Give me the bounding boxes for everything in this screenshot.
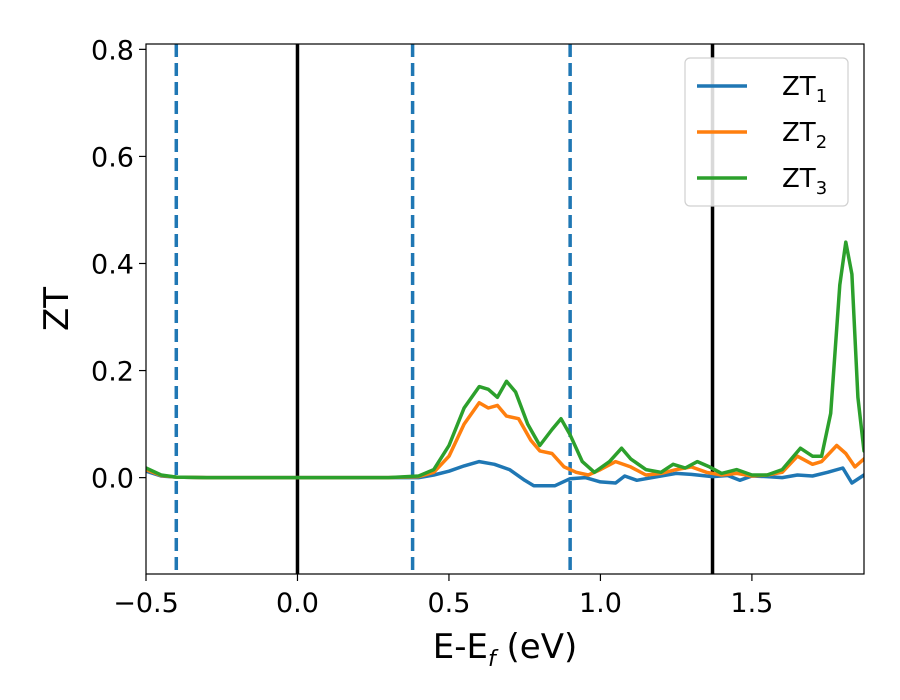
series-line-zt2 <box>146 400 864 480</box>
legend-box <box>684 57 849 207</box>
x-axis-title: E-Ef (eV) <box>433 627 578 672</box>
legend-label-main: ZT <box>782 118 816 148</box>
reference-lines <box>174 44 715 574</box>
x-axis-title-unit: (eV) <box>496 627 578 667</box>
legend-label-zt3: ZT3 <box>782 164 827 199</box>
x-axis-title-main: E-E <box>433 627 488 667</box>
y-tick-label: 0.4 <box>91 249 134 280</box>
series-line-zt3 <box>146 240 864 480</box>
y-tick-label: 0.2 <box>91 357 134 388</box>
x-axis: −0.5 0.0 0.5 1.0 1.5 <box>113 574 773 619</box>
legend-label-sub: 3 <box>816 178 827 199</box>
legend-label-sub: 2 <box>816 132 827 153</box>
x-tick-label: 0.5 <box>427 588 470 619</box>
legend-label-zt2: ZT2 <box>782 118 827 153</box>
x-axis-title-sub: f <box>488 647 499 672</box>
y-axis: 0.0 0.2 0.4 0.6 0.8 <box>91 35 146 495</box>
plot-frame <box>145 43 865 575</box>
y-tick-label: 0.8 <box>91 35 134 66</box>
legend-label-zt1: ZT1 <box>782 72 827 107</box>
x-tick-label: 1.0 <box>579 588 622 619</box>
series-lines <box>146 240 864 488</box>
y-axis-title: ZT <box>37 287 77 331</box>
y-tick-label: 0.0 <box>91 464 134 495</box>
x-tick-label: 1.5 <box>730 588 773 619</box>
x-tick-label: −0.5 <box>113 588 179 619</box>
y-tick-label: 0.6 <box>91 142 134 173</box>
legend-label-main: ZT <box>782 72 816 102</box>
legend-label-sub: 1 <box>816 86 827 107</box>
legend-label-main: ZT <box>782 164 816 194</box>
x-tick-label: 0.0 <box>276 588 319 619</box>
